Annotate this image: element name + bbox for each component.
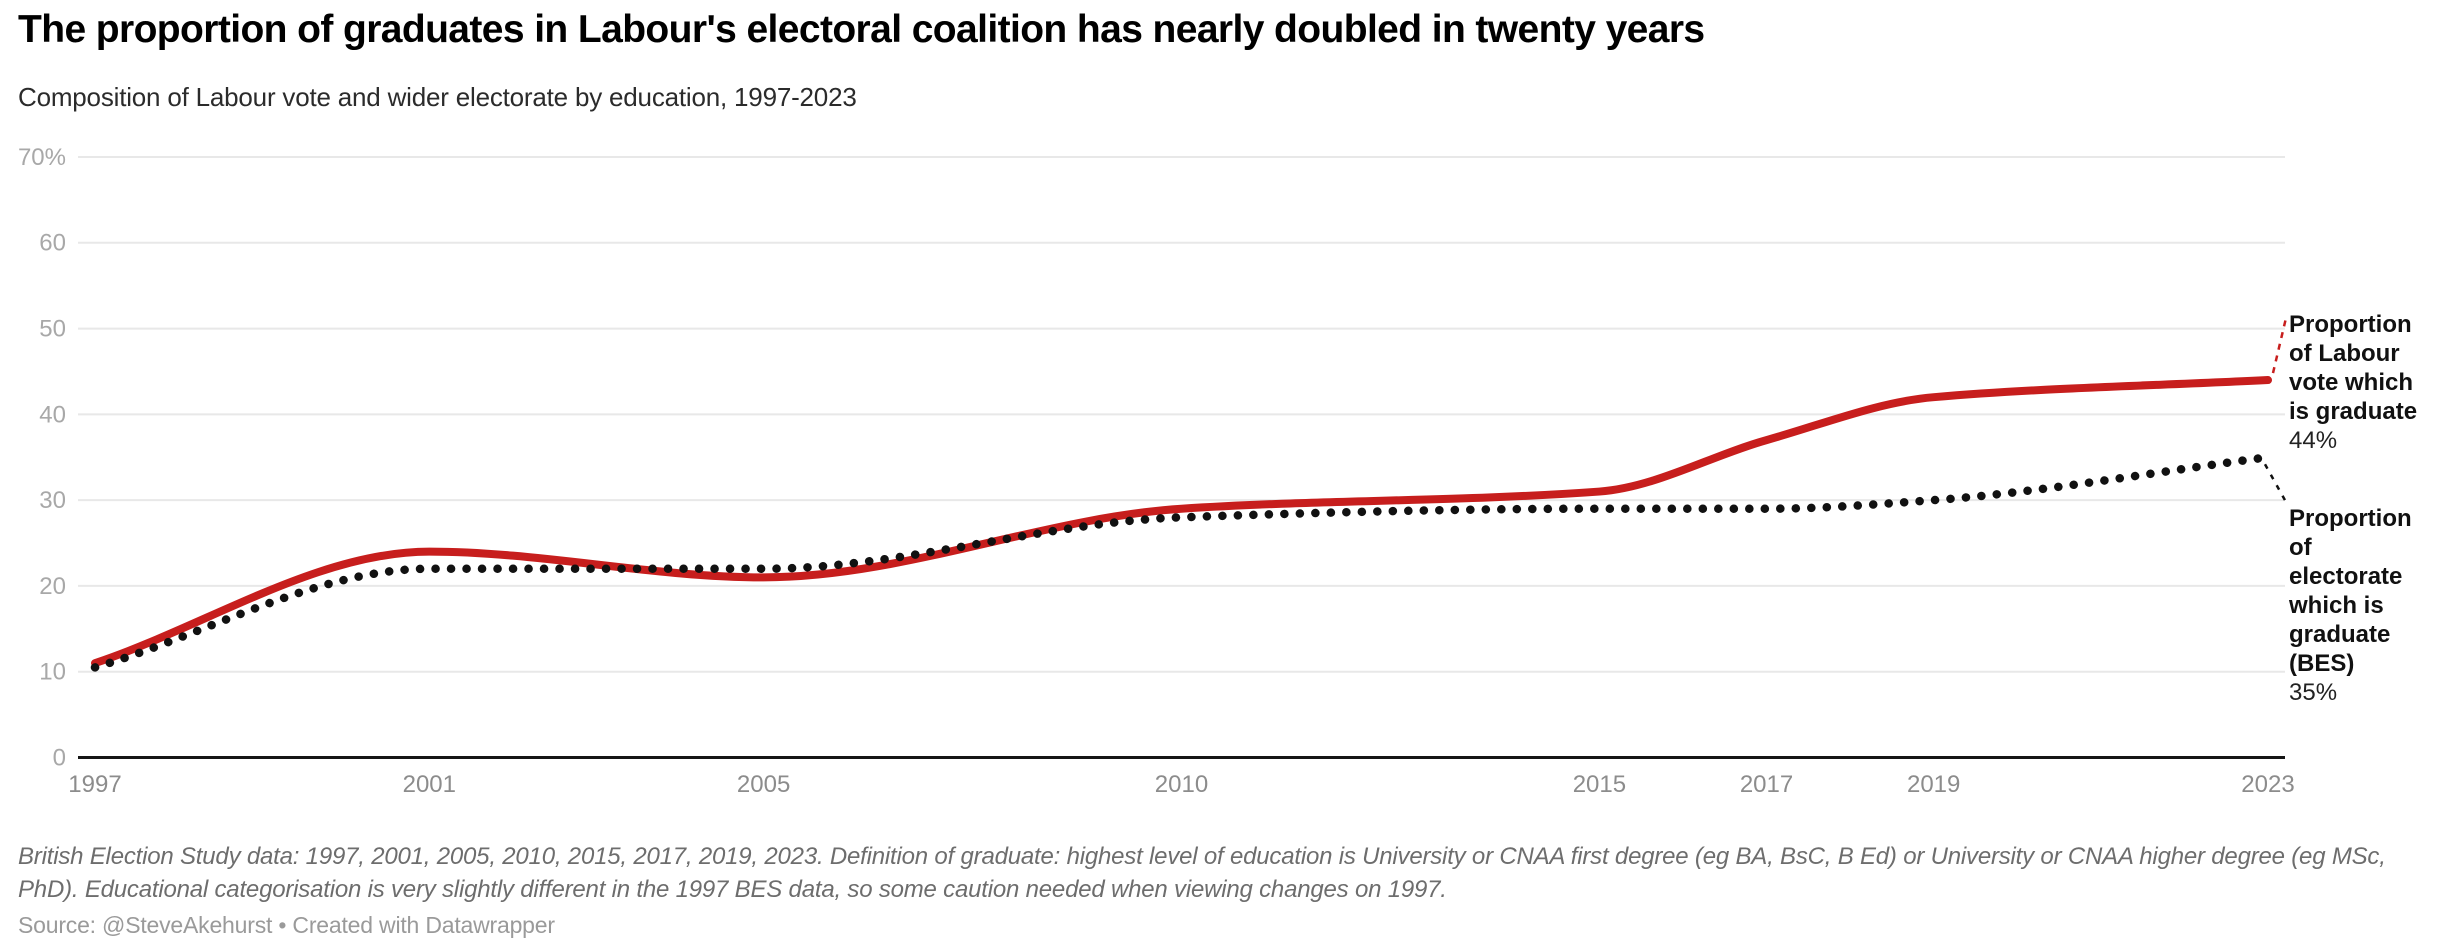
series-label-labour: Proportion of Labour vote which is gradu… [2289, 311, 2418, 425]
labour-graduate-line [91, 376, 2272, 668]
source-line: Source: @SteveAkehurst • Created with Da… [18, 912, 555, 938]
x-tick-label: 2023 [2241, 771, 2294, 798]
x-tick-label: 2015 [1573, 771, 1626, 798]
electorate-graduate-line [90, 453, 2273, 672]
x-tick-label: 2019 [1907, 771, 1960, 798]
x-tick-label: 1997 [68, 771, 121, 798]
y-tick-label: 0 [53, 744, 66, 771]
leader-line-labour [2271, 317, 2288, 374]
y-tick-label: 60 [39, 230, 66, 257]
x-tick-label: 2005 [737, 771, 790, 798]
series-end-annotation-labour: Proportion of Labour vote which is gradu… [2289, 310, 2429, 455]
y-tick-label: 30 [39, 487, 66, 514]
chart-title: The proportion of graduates in Labour's … [18, 8, 1705, 51]
x-tick-label: 2017 [1740, 771, 1793, 798]
series-end-annotation-electorate: Proportion of electorate which is gradua… [2289, 504, 2429, 707]
series-end-value-electorate: 35% [2289, 679, 2338, 706]
x-tick-label: 2010 [1155, 771, 1208, 798]
x-tick-label: 2001 [403, 771, 456, 798]
series-end-value-labour: 44% [2289, 427, 2338, 454]
series-label-electorate: Proportion of electorate which is gradua… [2289, 505, 2412, 677]
leader-line-electorate [2263, 463, 2288, 503]
y-tick-label: 70% [18, 144, 66, 171]
y-tick-label: 50 [39, 315, 66, 342]
y-tick-label: 40 [39, 401, 66, 428]
y-tick-label: 20 [39, 573, 66, 600]
y-tick-label: 10 [39, 659, 66, 686]
chart-subtitle: Composition of Labour vote and wider ele… [18, 82, 857, 112]
footnote: British Election Study data: 1997, 2001,… [18, 843, 2386, 903]
